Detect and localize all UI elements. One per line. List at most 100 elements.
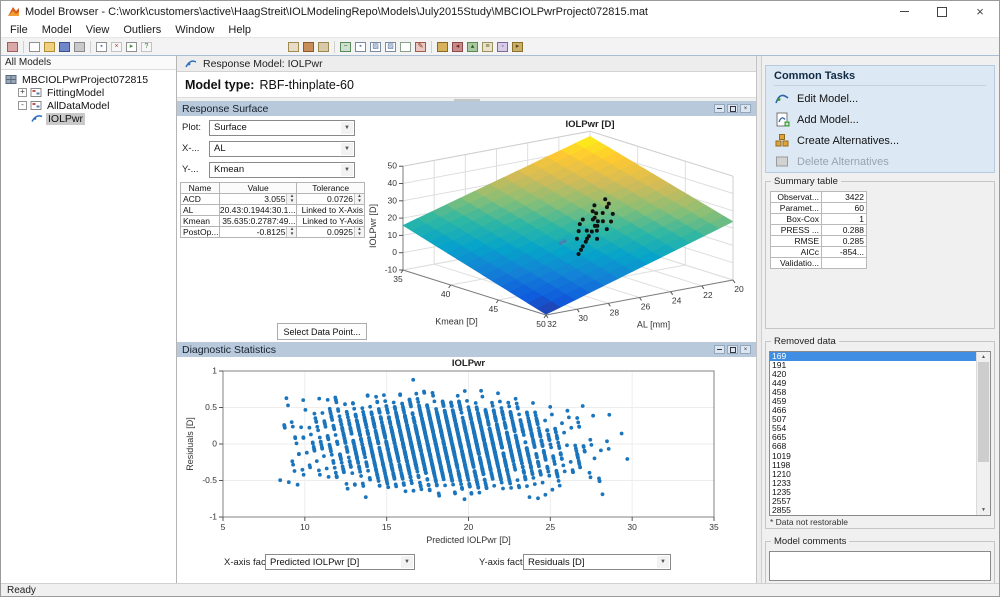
new-file-icon[interactable] — [27, 40, 42, 54]
menu-window[interactable]: Window — [168, 24, 221, 36]
removed-data-item[interactable]: 1198 — [770, 461, 976, 470]
removed-data-item[interactable]: 1233 — [770, 479, 976, 488]
new-test-plan-icon[interactable] — [5, 40, 20, 54]
close-button[interactable]: × — [961, 1, 999, 22]
removed-data-item[interactable]: 191 — [770, 361, 976, 370]
factor-tolerance[interactable]: 0.0726 — [297, 194, 354, 204]
removed-data-item[interactable]: 449 — [770, 379, 976, 388]
removed-data-item[interactable]: 466 — [770, 406, 976, 415]
response-surface-plot[interactable]: -10010203040503540455032302826242220Kmea… — [364, 116, 754, 342]
removed-data-listbox: 1691914204494584594665075546656681019119… — [769, 351, 991, 516]
model-type-row: Model type: RBF-thinplate-60 — [177, 72, 756, 97]
collapse-icon[interactable]: - — [18, 101, 27, 110]
removed-data-item[interactable]: 169 — [770, 352, 976, 361]
x-axis-select[interactable]: AL▼ — [209, 141, 355, 157]
open-file-icon[interactable] — [42, 40, 57, 54]
removed-data-item[interactable]: 458 — [770, 388, 976, 397]
factor-tolerance[interactable]: 0.0925 — [297, 227, 354, 237]
minimize-button[interactable] — [885, 1, 923, 22]
svg-text:IOLPwr [D]: IOLPwr [D] — [368, 204, 378, 248]
section-close-icon[interactable]: × — [740, 104, 751, 113]
select-data-point-button[interactable]: Select Data Point... — [277, 323, 367, 340]
zoom-out-icon[interactable]: ▨ — [383, 40, 398, 54]
copy-view-icon[interactable]: ▪ — [94, 40, 109, 54]
removed-data-item[interactable]: 420 — [770, 370, 976, 379]
factor-tolerance[interactable]: Linked to X-Axis — [297, 205, 364, 215]
tree-item-fittingmodel[interactable]: + FittingModel — [1, 86, 176, 99]
tree-item-label: FittingModel — [45, 87, 106, 99]
section-undock-icon[interactable] — [727, 345, 738, 354]
task-add-model[interactable]: Add Model... — [774, 109, 986, 130]
y-factor-select[interactable]: Residuals [D]▼ — [523, 554, 671, 570]
stats-icon[interactable]: ▴ — [465, 40, 480, 54]
legend-icon[interactable]: ◂ — [450, 40, 465, 54]
removed-data-item[interactable]: 668 — [770, 442, 976, 451]
tree-item-iolpwr[interactable]: IOLPwr — [1, 112, 176, 125]
task-create-alternatives[interactable]: Create Alternatives... — [774, 130, 986, 151]
movie-icon[interactable]: ▸ — [510, 40, 525, 54]
model-comments-input[interactable] — [769, 551, 991, 581]
maximize-button[interactable] — [923, 1, 961, 22]
removed-data-item[interactable]: 2855 — [770, 506, 976, 515]
spinner-icon[interactable]: ▲▼ — [354, 194, 364, 204]
print-plot-icon[interactable]: − — [338, 40, 353, 54]
spinner-icon[interactable]: ▲▼ — [286, 194, 296, 204]
print-icon[interactable] — [72, 40, 87, 54]
factor-name: PostOp... — [181, 227, 220, 238]
expand-icon[interactable]: + — [18, 88, 27, 97]
section-collapse-icon[interactable] — [714, 104, 725, 113]
scroll-up-icon[interactable]: ▲ — [977, 352, 990, 362]
factor-tolerance[interactable]: Linked to Y-Axis — [297, 216, 364, 226]
update-models-icon[interactable] — [316, 40, 331, 54]
model-icon — [30, 100, 42, 111]
scrollbar[interactable]: ▲ ▼ — [976, 352, 990, 515]
tree-item-alldatamodel[interactable]: -AllDataModel — [1, 99, 176, 112]
removed-data-item[interactable]: 507 — [770, 415, 976, 424]
scroll-down-icon[interactable]: ▼ — [977, 505, 990, 515]
factor-value[interactable]: -0.8125 — [220, 227, 287, 237]
help-icon[interactable]: ? — [139, 40, 154, 54]
y-axis-select[interactable]: Kmean▼ — [209, 162, 355, 178]
menu-model[interactable]: Model — [35, 24, 79, 36]
task-edit-model[interactable]: Edit Model... — [774, 88, 986, 109]
plot-type-select[interactable]: Surface▼ — [209, 120, 355, 136]
svg-text:35: 35 — [393, 274, 403, 284]
menu-view[interactable]: View — [79, 24, 117, 36]
copy-figure-icon[interactable]: ▪ — [353, 40, 368, 54]
fit-models-icon[interactable] — [301, 40, 316, 54]
tree-item-mbciolpwrproject072815[interactable]: MBCIOLPwrProject072815 — [1, 73, 176, 86]
summary-row: RMSE0.285 — [771, 236, 867, 247]
spinner-icon[interactable]: ▲▼ — [286, 227, 296, 237]
removed-data-item[interactable]: 2557 — [770, 497, 976, 506]
removed-data-item[interactable]: 1210 — [770, 470, 976, 479]
section-collapse-icon[interactable] — [714, 345, 725, 354]
menu-outliers[interactable]: Outliers — [116, 24, 168, 36]
factor-value[interactable]: 35.635:0.2787:49... — [220, 216, 297, 226]
edit-plot-icon[interactable] — [398, 40, 413, 54]
residuals-plot[interactable]: 5101520253035-1-0.500.51Predicted IOLPwr… — [179, 357, 754, 549]
removed-data-item[interactable]: 459 — [770, 397, 976, 406]
removed-data-item[interactable]: 1019 — [770, 452, 976, 461]
removed-data-item[interactable]: 1235 — [770, 488, 976, 497]
factor-value[interactable]: 20.43:0.1944:30.1... — [220, 205, 297, 215]
save-icon[interactable] — [57, 40, 72, 54]
data-brush-icon[interactable] — [435, 40, 450, 54]
pen-annotate-icon[interactable]: ✎ — [413, 40, 428, 54]
x-factor-select[interactable]: Predicted IOLPwr [D]▼ — [265, 554, 415, 570]
menu-help[interactable]: Help — [221, 24, 258, 36]
spinner-icon[interactable]: ▲▼ — [354, 227, 364, 237]
removed-data-item[interactable]: 554 — [770, 424, 976, 433]
delete-icon[interactable]: × — [109, 40, 124, 54]
section-undock-icon[interactable] — [727, 104, 738, 113]
removed-data-item[interactable]: 665 — [770, 433, 976, 442]
export-icon[interactable]: ▸ — [124, 40, 139, 54]
scroll-thumb[interactable] — [978, 362, 989, 462]
notes-icon[interactable]: ≡ — [480, 40, 495, 54]
factor-value[interactable]: 3.055 — [220, 194, 287, 204]
menu-file[interactable]: File — [3, 24, 35, 36]
svg-text:IOLPwr [D]: IOLPwr [D] — [565, 119, 614, 130]
section-close-icon[interactable]: × — [740, 345, 751, 354]
view-test-plan-icon[interactable] — [286, 40, 301, 54]
zoom-in-icon[interactable]: ▨ — [368, 40, 383, 54]
snapshot-icon[interactable]: ◦ — [495, 40, 510, 54]
